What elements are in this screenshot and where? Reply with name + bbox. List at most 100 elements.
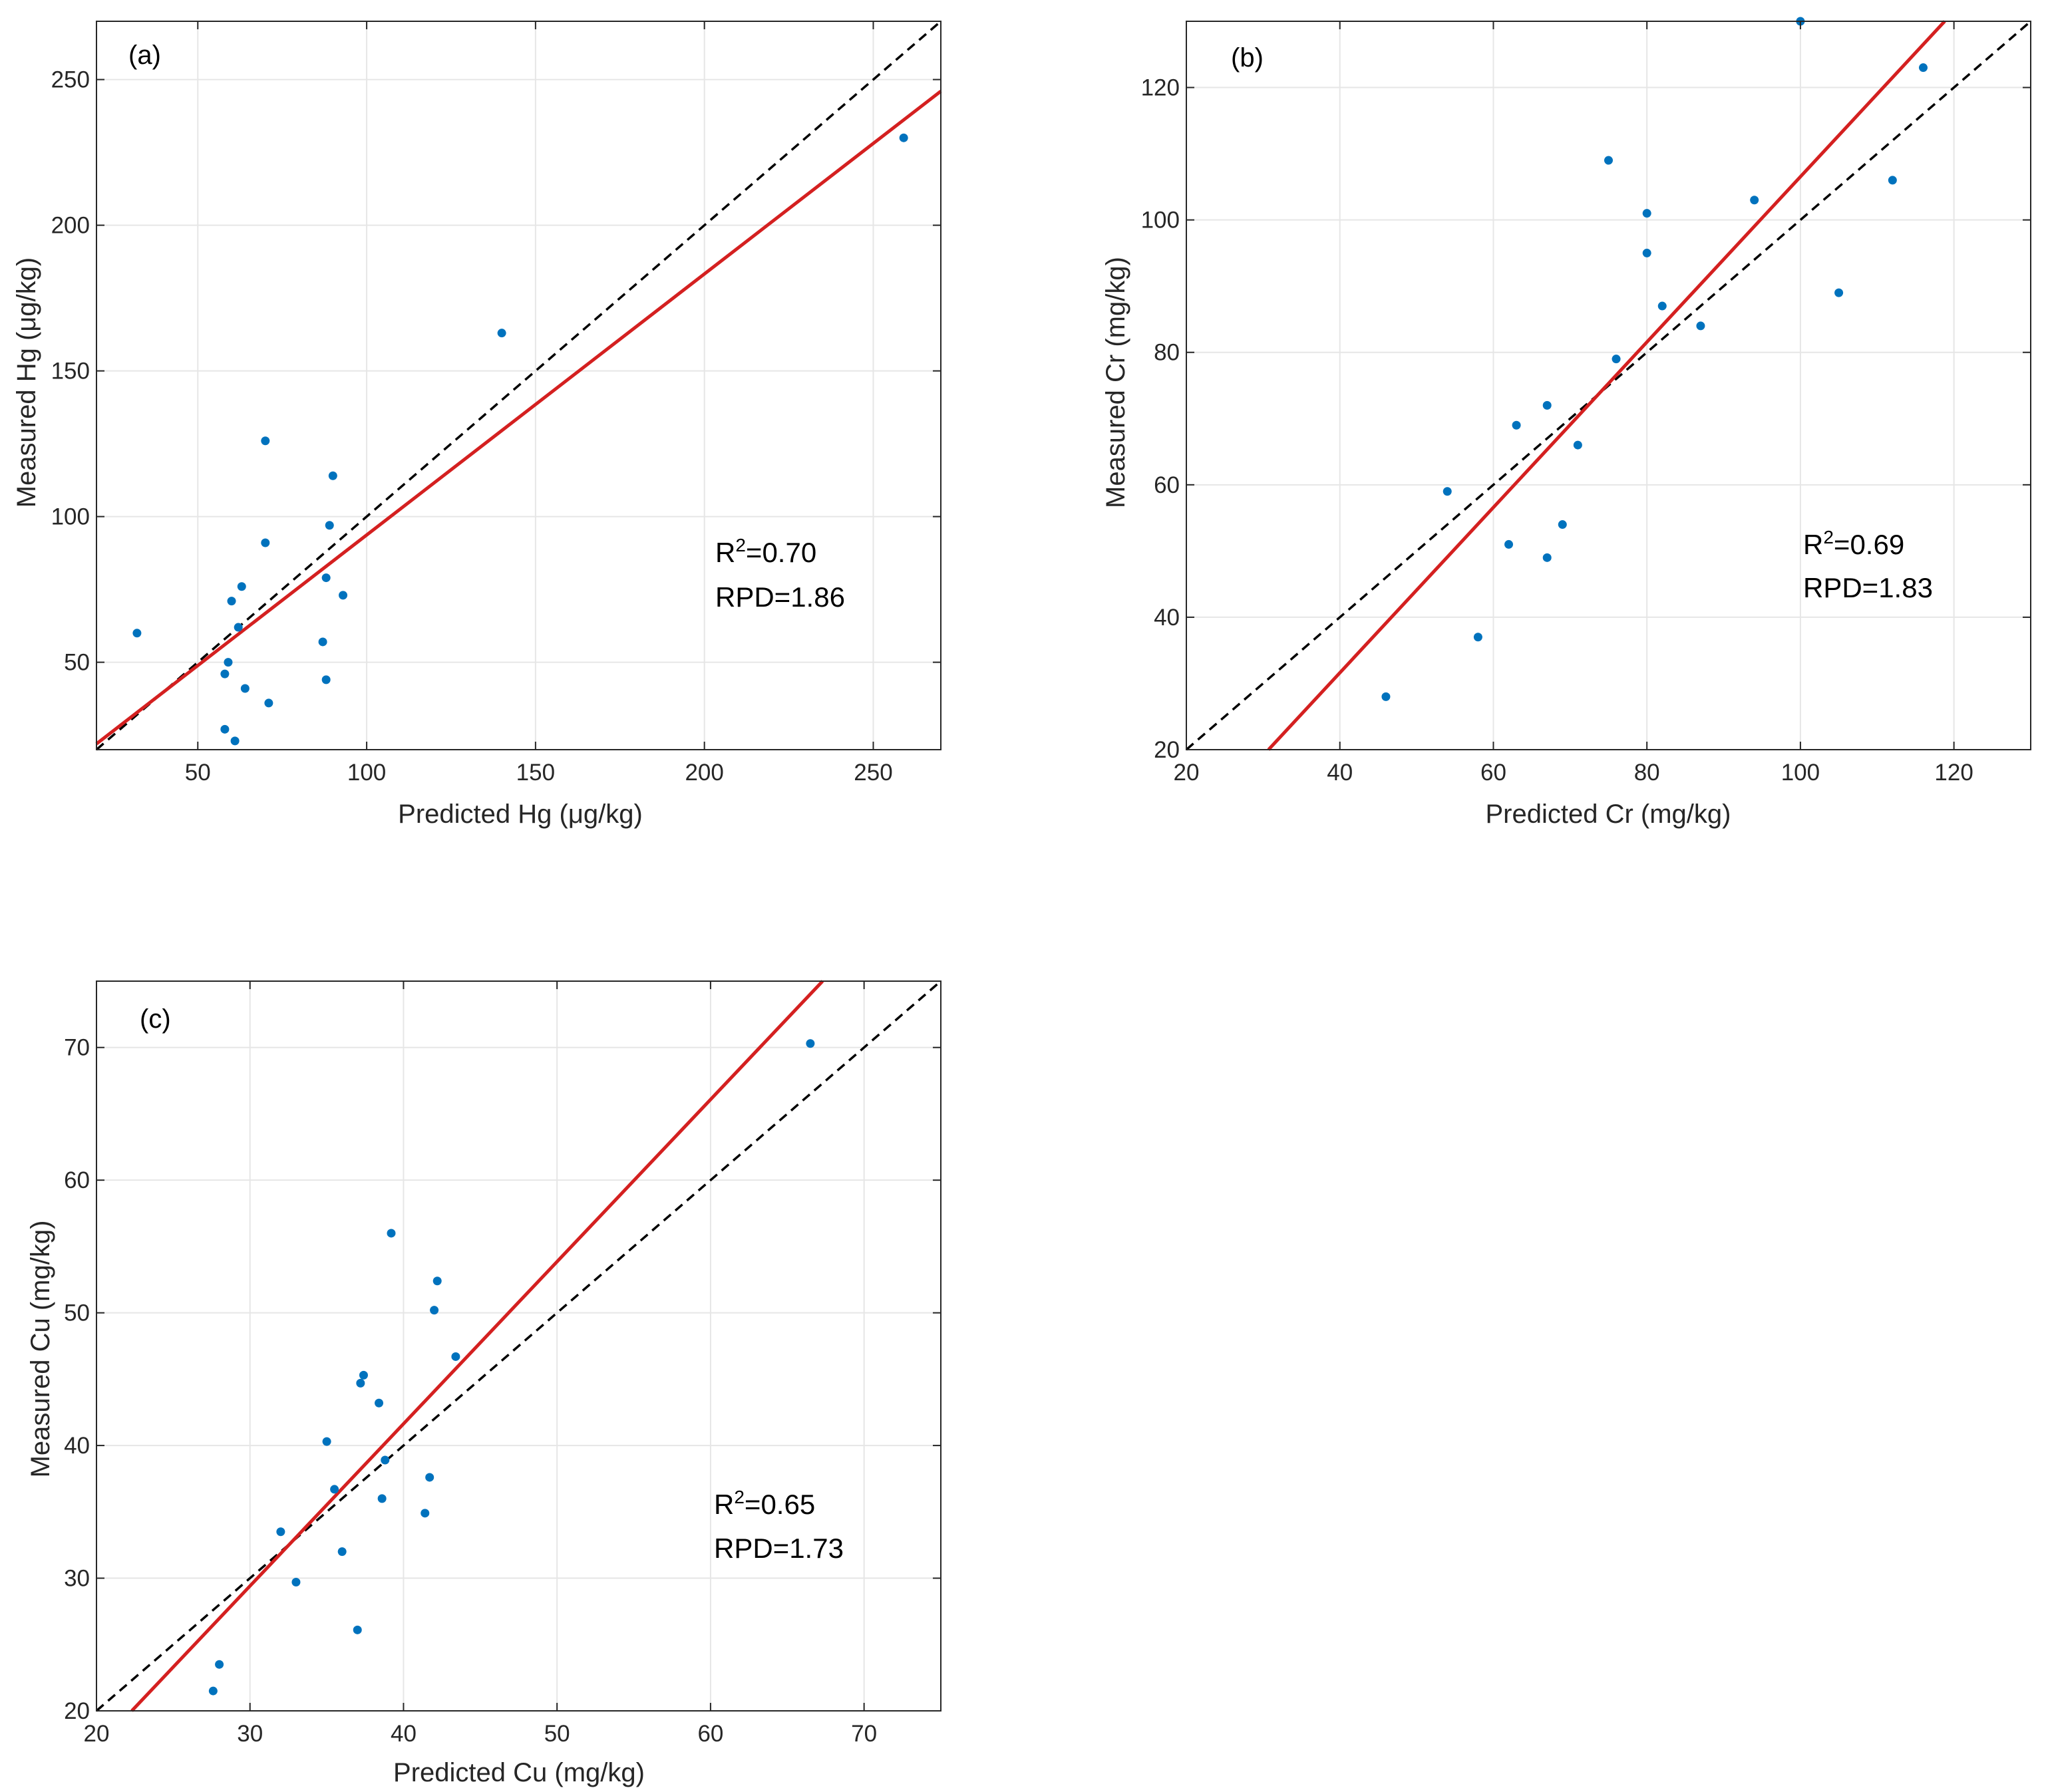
data-point-c-6 <box>330 1485 339 1494</box>
identity-line-c <box>95 980 942 1712</box>
data-point-c-4 <box>291 1578 301 1587</box>
r2-stat-c: R2=0.65 <box>714 1487 815 1520</box>
x-ticks-b: 20 40 60 80 100 120 <box>1174 21 1973 786</box>
data-point-b-2 <box>1443 487 1452 496</box>
data-point-b-11 <box>1612 355 1621 364</box>
data-point-b-15 <box>1696 321 1705 331</box>
x-tick-label-c-4: 60 <box>697 1721 723 1747</box>
panel-label-c: (c) <box>140 1004 171 1034</box>
y-tick-label-c-3: 50 <box>64 1300 90 1326</box>
data-point-c-9 <box>356 1378 365 1388</box>
panel-label-a: (a) <box>128 41 161 70</box>
data-point-c-2 <box>215 1660 224 1669</box>
y-tick-label-b-4: 100 <box>1141 208 1180 233</box>
x-tick-label-a-4: 250 <box>854 760 892 786</box>
y-ticks-c: 20 30 40 50 60 70 <box>64 1035 941 1724</box>
x-tick-label-c-3: 50 <box>544 1721 570 1747</box>
data-point-c-12 <box>377 1494 387 1503</box>
x-tick-label-c-2: 40 <box>391 1721 417 1747</box>
data-point-c-10 <box>359 1370 368 1380</box>
data-point-c-8 <box>353 1625 362 1634</box>
rpd-stat-b: RPD=1.83 <box>1803 572 1933 603</box>
data-point-b-14 <box>1657 301 1667 311</box>
data-point-c-11 <box>375 1398 384 1408</box>
gridlines-a <box>96 21 941 750</box>
data-point-c-19 <box>451 1352 460 1361</box>
data-point-b-1 <box>1381 692 1391 701</box>
y-tick-label-b-0: 20 <box>1154 737 1180 763</box>
fit-line-c <box>130 980 824 1712</box>
data-point-a-3 <box>224 658 233 667</box>
data-point-c-5 <box>322 1437 331 1446</box>
r2-superscript-b: 2 <box>1823 527 1834 547</box>
data-point-a-18 <box>339 591 348 600</box>
data-point-a-16 <box>325 521 334 530</box>
data-point-c-18 <box>432 1276 442 1286</box>
x-tick-label-b-3: 80 <box>1634 760 1660 786</box>
data-point-a-17 <box>328 471 337 480</box>
plot-frame-c <box>96 980 941 1712</box>
fit-line-b <box>1267 20 1946 751</box>
data-point-c-13 <box>381 1455 390 1465</box>
x-tick-label-a-1: 100 <box>347 760 386 786</box>
chart-panel-c: 20 30 40 50 60 70 20 30 40 50 60 70 Predicted Cu (… <box>26 980 942 1787</box>
data-point-c-1 <box>208 1686 218 1696</box>
y-tick-label-c-2: 40 <box>64 1433 90 1459</box>
data-point-a-13 <box>318 637 327 647</box>
x-tick-label-b-4: 100 <box>1781 760 1820 786</box>
data-point-b-20 <box>1918 63 1928 73</box>
x-axis-title-a: Predicted Hg (μg/kg) <box>398 800 643 829</box>
r2-stat-b: R2=0.69 <box>1803 527 1904 560</box>
data-point-a-12 <box>261 436 270 446</box>
x-ticks-a: 50 100 150 200 250 <box>185 21 893 786</box>
y-ticks-a: 50 100 150 200 250 <box>51 67 941 676</box>
points-c <box>208 1039 815 1696</box>
y-axis-title-b: Measured Cr (mg/kg) <box>1101 257 1130 508</box>
data-point-a-15 <box>321 675 331 684</box>
data-point-b-5 <box>1512 420 1521 430</box>
data-point-a-7 <box>240 684 250 693</box>
data-point-b-3 <box>1473 633 1482 642</box>
x-tick-label-c-1: 30 <box>237 1721 263 1747</box>
r2-value-c: =0.65 <box>745 1489 815 1520</box>
data-point-a-4 <box>227 597 236 606</box>
data-point-b-9 <box>1573 440 1582 450</box>
y-tick-label-a-4: 250 <box>51 67 90 93</box>
data-point-b-8 <box>1558 520 1567 529</box>
r2-superscript-a: 2 <box>735 535 746 555</box>
x-tick-label-c-5: 70 <box>851 1721 877 1747</box>
points-a <box>132 133 908 746</box>
r2-stat-a: R2=0.70 <box>715 535 816 568</box>
x-tick-label-b-1: 40 <box>1327 760 1353 786</box>
y-ticks-b: 20 40 60 80 100 120 <box>1141 75 2031 763</box>
data-point-c-14 <box>387 1229 396 1238</box>
r2-letter-a: R <box>715 537 735 568</box>
data-point-b-7 <box>1542 553 1552 562</box>
data-point-a-9 <box>230 736 240 746</box>
r2-superscript-c: 2 <box>734 1487 745 1507</box>
x-tick-label-a-3: 200 <box>685 760 723 786</box>
y-tick-label-b-5: 120 <box>1141 75 1180 101</box>
chart-panel-a: 50 100 150 200 250 50 100 150 200 250 Predicted … <box>12 20 942 829</box>
data-point-a-5 <box>234 623 243 632</box>
y-tick-label-c-1: 30 <box>64 1566 90 1592</box>
data-point-b-10 <box>1604 156 1613 165</box>
chart-panel-b: 20 40 60 80 100 120 20 40 60 80 100 120 Predicted … <box>1101 17 2032 829</box>
y-tick-label-b-1: 40 <box>1154 605 1180 631</box>
data-point-a-1 <box>132 629 142 638</box>
data-point-a-6 <box>237 582 246 591</box>
points-b <box>1381 17 1928 701</box>
identity-line-a <box>95 20 942 751</box>
data-point-a-20 <box>899 133 908 142</box>
y-tick-label-c-4: 60 <box>64 1167 90 1193</box>
y-tick-label-a-0: 50 <box>64 650 90 676</box>
fit-line-a <box>95 90 942 746</box>
x-tick-label-b-2: 60 <box>1480 760 1506 786</box>
plot-frame-a <box>96 21 941 750</box>
x-tick-label-a-0: 50 <box>185 760 211 786</box>
x-axis-title-c: Predicted Cu (mg/kg) <box>393 1758 645 1787</box>
y-tick-label-a-2: 150 <box>51 359 90 384</box>
plot-frame-b <box>1186 21 2031 750</box>
r2-value-b: =0.69 <box>1834 529 1904 560</box>
data-point-a-14 <box>321 573 331 583</box>
